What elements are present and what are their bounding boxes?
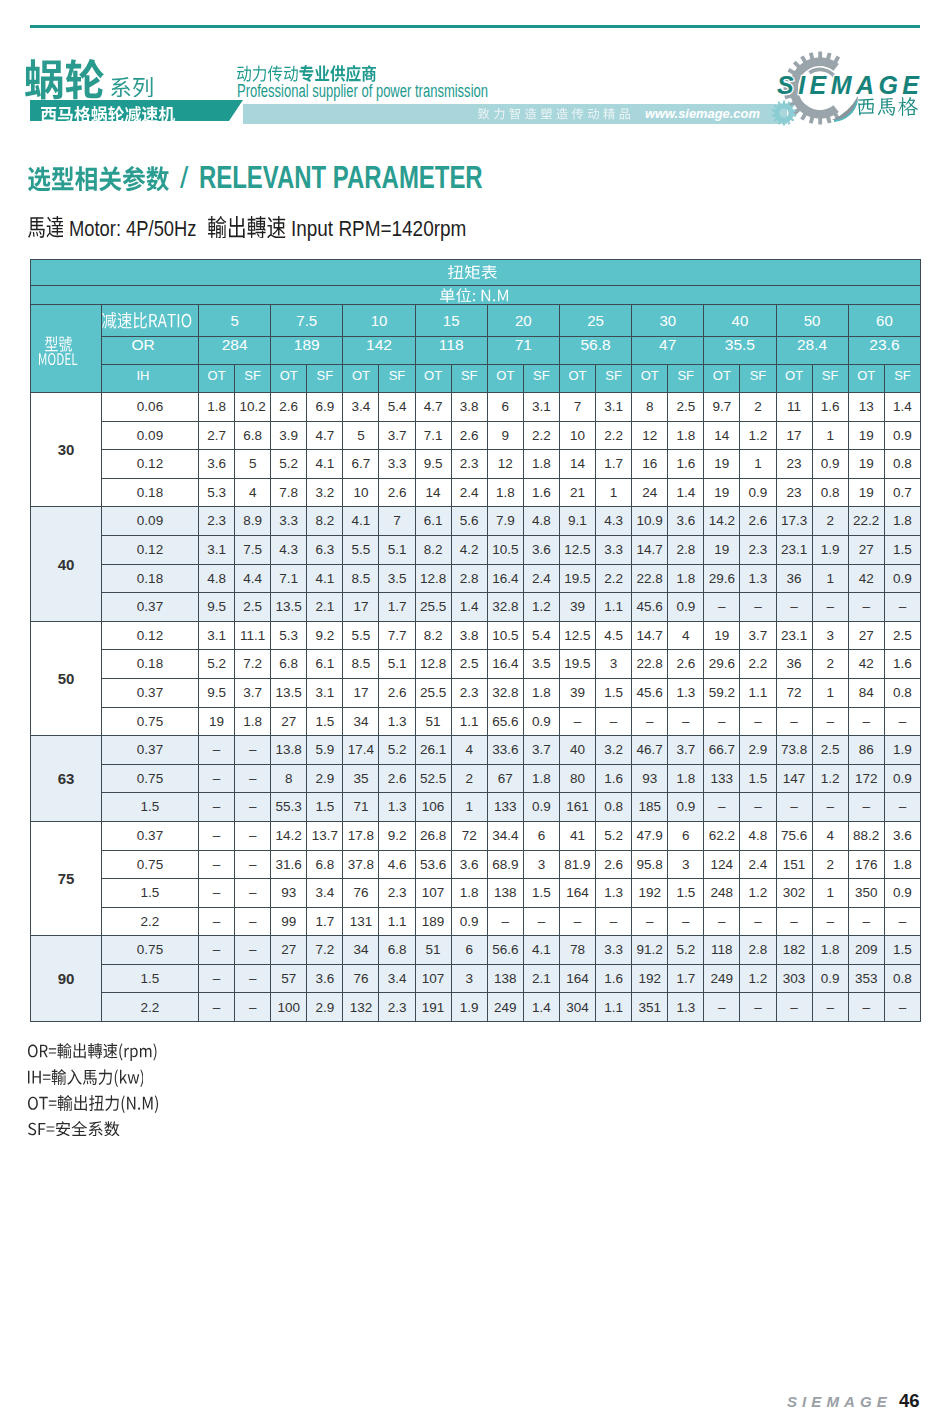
svg-text:SIEMAGE: SIEMAGE xyxy=(777,71,920,99)
